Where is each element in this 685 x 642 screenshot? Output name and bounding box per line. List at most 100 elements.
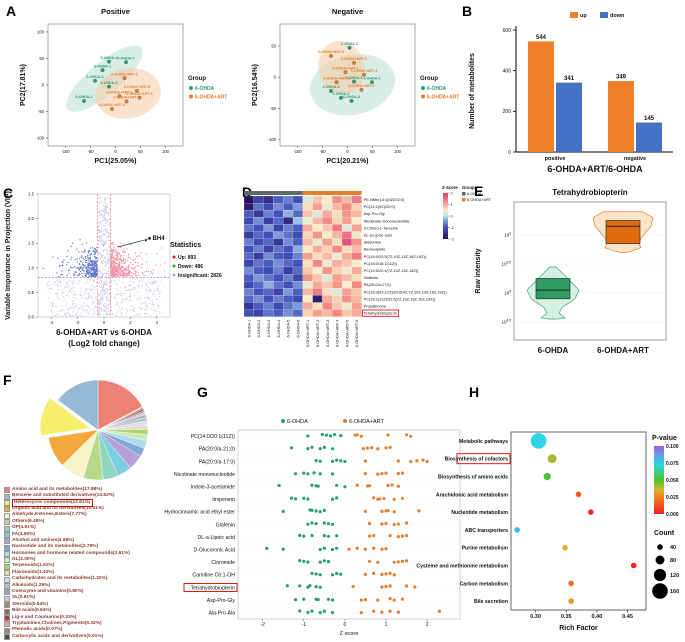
point-up [133,270,135,272]
dot-6ohda [293,598,298,602]
heatmap-cell [341,309,352,317]
point-insig [145,312,148,314]
dot-6ohda-art [400,471,405,475]
point-down [61,264,63,266]
point-insig [52,311,54,314]
heatmap-cell [322,295,333,303]
point-down [52,256,54,258]
dot-6ohda-art [388,571,392,575]
dot-6ohda-art [367,559,372,563]
legend-label: 6-OHDA+ART [349,419,385,425]
point-insig [116,284,119,286]
heatmap-col-label: 6-OHDA+ART-1 [306,320,310,347]
point-up [113,244,115,246]
bubble-Purine metabolism [562,544,568,551]
y-axis-label: Variable Importance in Projection (VIP) [5,191,12,320]
point-up [121,274,124,276]
heatmap-col-label: 6-OHDA+ART-2 [316,320,320,347]
point-insig [109,218,111,220]
point-up [127,256,130,259]
point-down [84,275,87,277]
dot-6ohda [310,445,314,449]
point-insig [104,243,106,245]
point-insig [97,246,99,249]
point-up [124,271,126,273]
point-insig [150,290,152,292]
point-insig [99,292,102,294]
dot-6ohda-art [359,598,363,602]
heatmap-cell [292,302,303,310]
point-insig [155,310,157,312]
point-up [120,255,122,258]
point-up [135,255,138,258]
dot-6ohda [322,445,326,449]
heatmap-cell [341,195,352,204]
count-tick-label: 120 [670,573,679,579]
point-up [112,249,114,251]
point-up [131,263,134,266]
group-label: 6-OHDA+ART [467,198,492,202]
point-insig [105,284,107,286]
dot-6ohda-art [372,571,376,575]
dot-6ohda [318,560,322,564]
point-insig [99,300,101,303]
point-up [117,265,119,267]
point-up [121,249,124,252]
point-insig [101,210,103,212]
heatmap-cell [312,252,323,260]
heatmap-cell [253,245,264,253]
point-up [117,270,119,272]
point-up [114,258,116,260]
dot-6ohda [312,471,316,475]
point-insig [108,252,110,254]
point-insig [63,309,65,311]
heatmap-cell [283,238,294,246]
point-up [117,271,119,273]
point-down [88,273,90,276]
point-insig [87,305,89,308]
point-down [89,256,91,258]
point-insig [102,244,105,246]
point-insig [158,292,161,294]
dot-6ohda-art [372,609,376,613]
point-insig [87,292,89,295]
x-tick-label: 0.35 [561,614,572,620]
point-up [125,272,127,274]
point-up [110,265,113,268]
point-up [134,272,137,275]
heatmap-cell [283,224,294,232]
point-up [132,273,135,275]
point-down [93,251,95,253]
point-up [118,263,121,265]
point-down [94,273,97,275]
heatmap-col-label: 6-OHDA-5 [287,320,291,338]
point-up [144,271,146,273]
point-insig [100,240,102,242]
point-down [87,257,89,259]
pie-legend-swatch [4,506,10,513]
point-down [86,261,88,264]
point-insig [66,316,68,318]
point-insig [98,299,100,301]
point-insig [108,233,111,235]
point-down [72,267,74,269]
point-insig [133,310,136,313]
point-insig [50,283,52,286]
point-insig [159,290,161,292]
heatmap-cell [283,217,294,225]
point-insig [105,230,107,232]
point-insig [101,272,103,274]
point-down [74,271,76,273]
pie-legend-item: Aldehyde,Ketones,Esters(7.77%) [4,513,186,519]
point-insig [105,280,107,282]
point-down [63,259,65,261]
metabolite-class-pie-chart [40,379,149,481]
point-insig [148,290,150,292]
point-insig [104,198,106,200]
point-down [91,260,93,262]
point-down [75,267,77,269]
heatmap-cell [273,288,284,296]
point-insig [117,293,120,295]
bh4-point [148,236,151,240]
point-up [134,258,137,260]
